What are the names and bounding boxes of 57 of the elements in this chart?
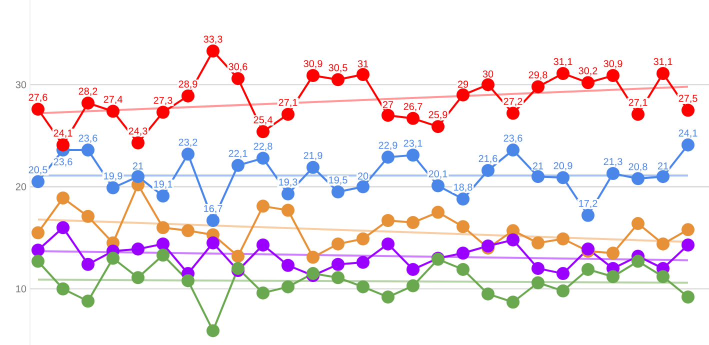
data-label: 21 (658, 162, 668, 170)
data-label: 26,7 (404, 102, 422, 112)
data-label: 16,7 (204, 205, 222, 214)
data-label: 27,6 (28, 94, 48, 102)
data-label: 27,1 (278, 98, 298, 108)
data-label: 24,1 (54, 130, 72, 138)
data-label: 20,1 (428, 170, 448, 179)
data-label: 28,9 (178, 80, 198, 89)
data-label: 19,9 (104, 172, 122, 181)
data-label: 27,2 (504, 98, 522, 106)
data-label: 23,6 (504, 134, 522, 143)
data-label: 19,5 (329, 176, 348, 185)
data-label: 31 (358, 60, 368, 68)
data-label: 22,9 (378, 142, 398, 150)
data-label: 19,3 (279, 178, 298, 187)
data-label: 25,9 (428, 111, 448, 120)
data-label: 30 (482, 70, 494, 78)
data-label: 22,8 (254, 142, 272, 152)
data-label: 33,3 (204, 36, 222, 44)
data-label: 29 (458, 80, 468, 88)
data-label: 21,3 (604, 158, 622, 166)
data-label: 23,6 (78, 134, 98, 143)
data-label: 23,6 (54, 158, 72, 166)
data-label: 20,9 (554, 162, 572, 170)
data-label: 30,6 (228, 63, 248, 72)
y-tick-label: 30 (16, 81, 26, 88)
data-label: 31,1 (654, 58, 672, 66)
data-label: 27,4 (104, 96, 122, 104)
data-label: 20 (358, 172, 368, 180)
data-label: 21 (532, 162, 544, 170)
data-label: 20,5 (28, 166, 48, 174)
data-label: 23,2 (178, 138, 198, 147)
data-label: 22,1 (228, 150, 248, 158)
data-label: 21 (132, 162, 144, 170)
data-label: 31,1 (554, 58, 572, 66)
data-label: 27,1 (628, 98, 648, 108)
data-label: 30,5 (328, 64, 348, 72)
data-label: 18,8 (454, 184, 472, 192)
y-tick-label: 20 (16, 183, 26, 190)
data-label: 21,9 (304, 152, 322, 160)
data-label: 19,1 (154, 180, 172, 189)
y-tick-label: 10 (16, 285, 26, 292)
data-label: 25,4 (254, 116, 272, 124)
data-label: 24,1 (678, 130, 698, 138)
data-label: 27,5 (678, 94, 698, 104)
data-label: 29,8 (528, 71, 548, 80)
data-label: 20,8 (628, 163, 648, 172)
data-label: 30,9 (304, 60, 322, 68)
data-label: 30,2 (578, 67, 598, 76)
data-label: 24,3 (128, 127, 148, 136)
data-label: 23,1 (404, 140, 422, 148)
data-label: 28,2 (78, 88, 98, 96)
data-label: 27,3 (154, 96, 172, 106)
data-label: 30,9 (604, 60, 622, 68)
data-label: 17,2 (579, 200, 598, 208)
data-label: 21,6 (478, 155, 498, 164)
data-label: 27 (382, 101, 394, 108)
